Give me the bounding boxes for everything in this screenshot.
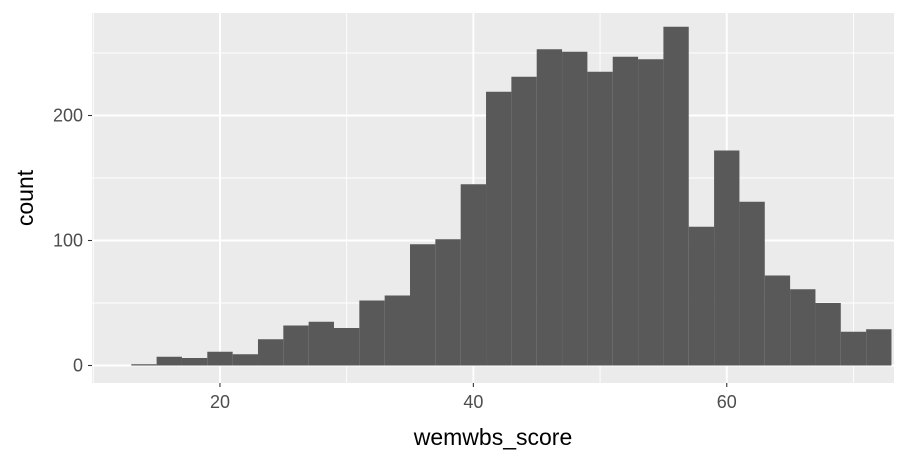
- x-axis-title: wemwbs_score: [413, 424, 573, 450]
- histogram-bar: [638, 59, 664, 366]
- histogram-bar: [181, 358, 208, 366]
- y-axis-title: count: [12, 169, 38, 226]
- histogram-bar: [511, 76, 537, 366]
- histogram-bar: [688, 226, 715, 366]
- histogram-bar: [486, 91, 512, 366]
- y-tick-label: 200: [53, 106, 83, 126]
- x-tick-label: 20: [210, 392, 230, 412]
- histogram-bar: [562, 51, 588, 366]
- histogram-bar: [207, 351, 233, 366]
- histogram-bars: [131, 26, 892, 366]
- histogram-bar: [790, 289, 816, 366]
- y-tick-label: 100: [53, 231, 83, 251]
- histogram-bar: [308, 321, 334, 366]
- histogram-bar: [663, 26, 689, 366]
- histogram-bar: [815, 303, 841, 366]
- histogram-bar: [410, 244, 436, 366]
- histogram-bar: [536, 49, 563, 366]
- histogram-bar: [764, 275, 791, 366]
- histogram-bar: [257, 339, 284, 366]
- histogram-bar: [131, 364, 157, 366]
- x-tick-label: 40: [463, 392, 483, 412]
- histogram-bar: [156, 356, 182, 366]
- y-axis: 0 100 200: [53, 106, 92, 376]
- histogram-bar: [460, 184, 487, 366]
- histogram-bar: [866, 329, 892, 366]
- histogram-bar: [283, 325, 309, 366]
- x-tick-label: 60: [717, 392, 737, 412]
- histogram-bar: [714, 150, 740, 366]
- histogram-bar: [587, 71, 613, 366]
- histogram-bar: [359, 300, 385, 366]
- y-tick-label: 0: [73, 356, 83, 376]
- histogram-bar: [384, 295, 411, 366]
- histogram-bar: [739, 201, 765, 366]
- x-axis: 20 40 60: [210, 383, 737, 412]
- histogram-bar: [612, 56, 639, 366]
- histogram-bar: [333, 328, 360, 366]
- histogram-bar: [840, 331, 867, 366]
- histogram-bar: [435, 239, 461, 366]
- histogram-bar: [232, 354, 258, 366]
